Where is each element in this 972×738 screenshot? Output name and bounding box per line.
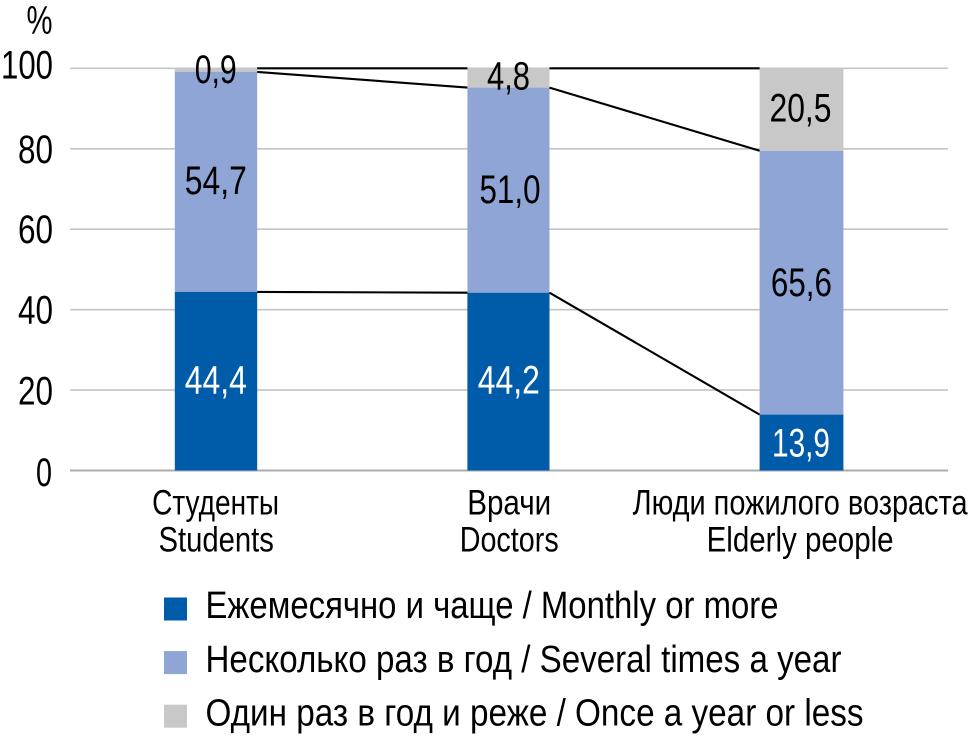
svg-text:Врачи: Врачи — [467, 483, 551, 522]
svg-text:20,5: 20,5 — [770, 87, 832, 131]
svg-text:44,2: 44,2 — [478, 359, 540, 403]
svg-text:65,6: 65,6 — [771, 261, 832, 305]
svg-text:51,0: 51,0 — [480, 168, 541, 212]
svg-text:Doctors: Doctors — [460, 521, 559, 560]
svg-text:Один раз в год и реже / Once a: Один раз в год и реже / Once a year or l… — [206, 692, 864, 734]
svg-text:40: 40 — [18, 289, 53, 333]
svg-text:4,8: 4,8 — [487, 55, 530, 99]
svg-text:Студенты: Студенты — [152, 483, 279, 522]
svg-text:60: 60 — [18, 208, 53, 252]
svg-text:20: 20 — [18, 369, 53, 413]
svg-text:0,9: 0,9 — [195, 48, 237, 92]
svg-text:Students: Students — [158, 521, 274, 560]
svg-text:80: 80 — [18, 128, 53, 172]
svg-text:Elderly people: Elderly people — [707, 521, 894, 560]
svg-text:Ежемесячно и чаще / Monthly or: Ежемесячно и чаще / Monthly or more — [206, 585, 779, 627]
svg-text:%: % — [27, 0, 53, 43]
svg-text:44,4: 44,4 — [185, 359, 247, 403]
svg-text:Люди пожилого возраста: Люди пожилого возраста — [633, 483, 968, 522]
svg-text:13,9: 13,9 — [772, 422, 830, 466]
svg-text:54,7: 54,7 — [185, 159, 247, 203]
svg-text:0: 0 — [36, 451, 52, 495]
svg-text:Несколько раз в год / Several: Несколько раз в год / Several times a ye… — [206, 639, 842, 681]
svg-text:100: 100 — [1, 43, 53, 87]
